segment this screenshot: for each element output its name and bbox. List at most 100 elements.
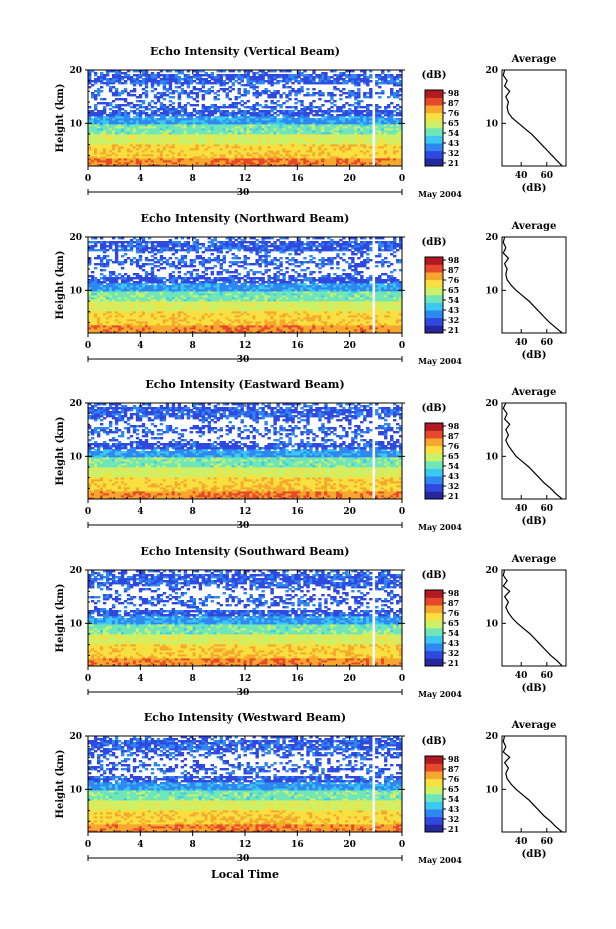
heatmap-cell: [366, 108, 370, 111]
heatmap-cell: [339, 160, 343, 163]
heatmap-cell: [222, 106, 226, 109]
heatmap-cell: [300, 124, 304, 127]
heatmap-cell: [264, 114, 268, 117]
heatmap-cell: [141, 293, 146, 296]
heatmap-cell: [129, 249, 134, 252]
heatmap-cell: [390, 74, 394, 77]
heatmap-cell: [93, 106, 98, 109]
heatmap-cell: [93, 118, 98, 121]
heatmap-cell: [129, 164, 134, 167]
heatmap-cell: [213, 160, 217, 163]
heatmap-cell: [282, 86, 286, 89]
heatmap-cell: [300, 86, 304, 89]
heatmap-cell: [270, 84, 274, 87]
heatmap-cell: [162, 267, 167, 270]
heatmap-cell: [159, 263, 164, 266]
heatmap-cell: [120, 327, 125, 330]
heatmap-cell: [291, 134, 295, 137]
heatmap-cell: [330, 122, 334, 125]
heatmap-cell: [93, 160, 98, 163]
heatmap-cell: [88, 301, 92, 304]
heatmap-cell: [294, 136, 298, 139]
heatmap-cell: [234, 162, 238, 165]
heatmap-cell: [147, 160, 152, 163]
heatmap-cell: [135, 158, 140, 161]
heatmap-cell: [138, 152, 143, 155]
heatmap-cell: [111, 261, 116, 264]
heatmap-cell: [339, 78, 343, 81]
heatmap-cell: [294, 74, 298, 77]
heatmap-cell: [111, 152, 116, 155]
heatmap-cell: [330, 98, 334, 101]
heatmap-cell: [393, 78, 397, 81]
heatmap-cell: [309, 82, 313, 85]
heatmap-cell: [366, 120, 370, 123]
heatmap-cell: [120, 309, 125, 312]
heatmap-cell: [369, 138, 373, 141]
heatmap-cell: [168, 100, 173, 103]
heatmap-cell: [132, 319, 137, 322]
heatmap-cell: [222, 162, 226, 165]
heatmap-cell: [90, 281, 95, 284]
heatmap-cell: [252, 148, 256, 151]
heatmap-cell: [165, 317, 170, 320]
heatmap-cell: [264, 100, 268, 103]
heatmap-cell: [111, 331, 116, 334]
heatmap-cell: [213, 118, 217, 121]
heatmap-cell: [96, 134, 101, 137]
heatmap-cell: [114, 124, 119, 127]
heatmap-cell: [264, 134, 268, 137]
heatmap-cell: [192, 160, 197, 163]
heatmap-cell: [108, 78, 113, 81]
heatmap-cell: [135, 289, 140, 292]
heatmap-cell: [333, 124, 337, 127]
heatmap-cell: [123, 305, 128, 308]
heatmap-cell: [315, 112, 319, 115]
heatmap-cell: [267, 144, 271, 147]
heatmap-cell: [88, 126, 92, 129]
heatmap-cell: [156, 148, 161, 151]
heatmap-cell: [102, 269, 107, 272]
heatmap-cell: [147, 323, 152, 326]
heatmap-cell: [147, 263, 152, 266]
heatmap-cell: [321, 134, 325, 137]
heatmap-cell: [114, 118, 119, 121]
heatmap-cell: [363, 124, 367, 127]
heatmap-cell: [198, 144, 203, 147]
heatmap-cell: [150, 156, 155, 159]
heatmap-cell: [201, 98, 206, 101]
heatmap-cell: [144, 74, 149, 77]
heatmap-cell: [336, 142, 340, 145]
heatmap-cell: [165, 152, 170, 155]
heatmap-cell: [342, 146, 346, 149]
heatmap-cell: [114, 138, 119, 141]
heatmap-cell: [216, 80, 220, 83]
heatmap-cell: [174, 116, 179, 119]
heatmap-cell: [234, 144, 238, 147]
heatmap-cell: [159, 303, 164, 306]
heatmap-cell: [282, 132, 286, 135]
heatmap-cell: [183, 150, 188, 153]
heatmap-cell: [156, 297, 161, 300]
heatmap-cell: [213, 124, 217, 127]
heatmap-cell: [357, 146, 361, 149]
heatmap-cell: [228, 76, 232, 79]
heatmap-cell: [294, 98, 298, 101]
heatmap-cell: [93, 164, 98, 167]
heatmap-cell: [228, 140, 232, 143]
heatmap-cell: [111, 126, 116, 129]
heatmap-cell: [90, 293, 95, 296]
heatmap-cell: [366, 130, 370, 133]
heatmap-cell: [96, 283, 101, 286]
heatmap-cell: [162, 301, 167, 304]
heatmap-cell: [150, 132, 155, 135]
heatmap-cell: [225, 88, 229, 91]
heatmap-cell: [312, 124, 316, 127]
heatmap-cell: [240, 144, 244, 147]
heatmap-cell: [120, 241, 125, 244]
heatmap-cell: [171, 96, 176, 99]
heatmap-cell: [177, 132, 182, 135]
heatmap-cell: [171, 112, 176, 115]
heatmap-cell: [135, 136, 140, 139]
heatmap-cell: [195, 134, 200, 137]
